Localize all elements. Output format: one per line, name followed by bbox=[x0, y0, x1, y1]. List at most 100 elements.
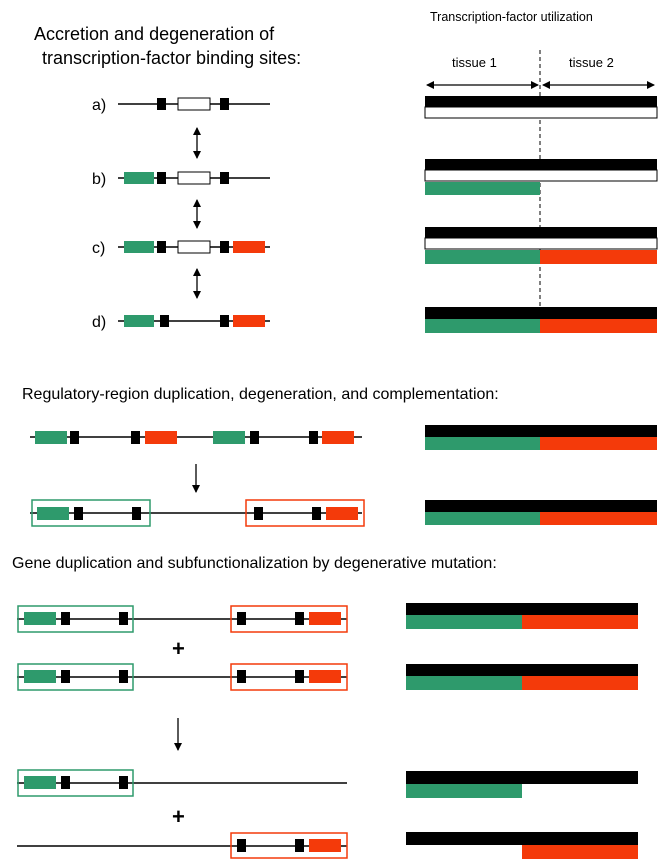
red-site bbox=[145, 431, 177, 444]
green-site bbox=[124, 315, 154, 327]
row-a: a) bbox=[92, 96, 658, 119]
section1-title-line2: transcription-factor binding sites: bbox=[42, 48, 301, 68]
row-b-label: b) bbox=[92, 171, 106, 188]
utilization-bar-black bbox=[406, 832, 638, 845]
tissue-header: tissue 1 tissue 2 bbox=[426, 50, 655, 318]
red-box bbox=[230, 605, 348, 633]
green-site bbox=[35, 431, 67, 444]
binding-site bbox=[220, 172, 229, 184]
section-accretion: Accretion and degeneration of transcript… bbox=[34, 10, 658, 333]
utilization-bar-green bbox=[406, 784, 522, 798]
red-site bbox=[322, 431, 354, 444]
green-site bbox=[213, 431, 245, 444]
binding-site bbox=[295, 670, 304, 683]
green-site bbox=[24, 612, 56, 625]
red-site bbox=[309, 612, 341, 625]
utilization-bar-green bbox=[406, 615, 522, 629]
plus-sign: + bbox=[172, 636, 185, 661]
section-gene-duplication: Gene duplication and subfunctionalizatio… bbox=[12, 555, 638, 859]
binding-site bbox=[61, 670, 70, 683]
binding-site bbox=[160, 315, 169, 327]
tissue2-label: tissue 2 bbox=[569, 55, 614, 70]
red-site bbox=[309, 839, 341, 852]
gene-copy-1 bbox=[17, 605, 348, 633]
binding-site bbox=[157, 98, 166, 110]
red-box bbox=[245, 499, 365, 527]
degenerate-site bbox=[177, 97, 211, 111]
section1-title-line1: Accretion and degeneration of bbox=[34, 24, 275, 44]
row-b: b) bbox=[92, 159, 658, 195]
binding-site bbox=[254, 507, 263, 520]
utilization-bar-black bbox=[406, 603, 638, 615]
row-c-label: c) bbox=[92, 240, 105, 257]
utilization-title: Transcription-factor utilization bbox=[430, 10, 593, 24]
binding-site bbox=[131, 431, 140, 444]
binding-site bbox=[237, 670, 246, 683]
section3-title: Gene duplication and subfunctionalizatio… bbox=[12, 555, 497, 572]
binding-site bbox=[157, 241, 166, 253]
binding-site bbox=[220, 98, 229, 110]
binding-site bbox=[250, 431, 259, 444]
row-a-label: a) bbox=[92, 97, 106, 114]
binding-site bbox=[119, 776, 128, 789]
degenerate-site bbox=[177, 171, 211, 185]
regulatory-region-complemented bbox=[30, 499, 365, 527]
red-box bbox=[230, 832, 348, 859]
utilization-bar-green bbox=[425, 319, 540, 333]
plus-sign: + bbox=[172, 804, 185, 829]
binding-site bbox=[220, 315, 229, 327]
utilization-bar-red bbox=[540, 437, 657, 450]
utilization-bar-red bbox=[522, 845, 638, 859]
row-d-label: d) bbox=[92, 314, 106, 331]
green-box bbox=[17, 605, 134, 633]
binding-site bbox=[119, 670, 128, 683]
binding-site bbox=[132, 507, 141, 520]
green-site bbox=[24, 776, 56, 789]
red-site bbox=[233, 241, 265, 253]
binding-site bbox=[220, 241, 229, 253]
utilization-bar-red bbox=[540, 512, 657, 525]
binding-site bbox=[237, 612, 246, 625]
red-site bbox=[326, 507, 358, 520]
utilization-bar-black bbox=[425, 425, 657, 437]
utilization-bar-green bbox=[425, 512, 540, 525]
gene-copy-2 bbox=[17, 663, 348, 691]
utilization-bar-empty bbox=[424, 169, 658, 182]
green-site bbox=[37, 507, 69, 520]
binding-site bbox=[312, 507, 321, 520]
utilization-bar-red bbox=[540, 319, 657, 333]
utilization-bar-green bbox=[406, 676, 522, 690]
utilization-bar-black bbox=[406, 664, 638, 676]
tissue1-label: tissue 1 bbox=[452, 55, 497, 70]
subfunctionalized-copy-1 bbox=[17, 769, 347, 797]
degenerate-site bbox=[177, 240, 211, 254]
utilization-bar-red bbox=[522, 615, 638, 629]
utilization-bar-green bbox=[425, 250, 540, 264]
utilization-bar-green bbox=[425, 182, 540, 195]
binding-site bbox=[295, 839, 304, 852]
green-site bbox=[124, 172, 154, 184]
binding-site bbox=[237, 839, 246, 852]
utilization-bar-black bbox=[425, 96, 657, 107]
binding-site bbox=[119, 612, 128, 625]
binding-site bbox=[74, 507, 83, 520]
utilization-bar-black bbox=[425, 307, 657, 319]
utilization-bar-black bbox=[425, 159, 657, 170]
binding-site bbox=[61, 776, 70, 789]
subfunctionalized-copy-2 bbox=[17, 832, 348, 859]
row-d: d) bbox=[92, 307, 657, 333]
section-duplication-complementation: Regulatory-region duplication, degenerat… bbox=[22, 386, 657, 527]
utilization-bar-black bbox=[406, 771, 638, 784]
green-box bbox=[17, 663, 134, 691]
utilization-bar-red bbox=[522, 676, 638, 690]
utilization-bar-red bbox=[540, 250, 657, 264]
green-box bbox=[31, 499, 151, 527]
section2-title: Regulatory-region duplication, degenerat… bbox=[22, 386, 499, 403]
regulatory-region-original bbox=[30, 431, 362, 444]
binding-site bbox=[70, 431, 79, 444]
binding-site bbox=[61, 612, 70, 625]
red-site bbox=[233, 315, 265, 327]
utilization-bar-black bbox=[425, 227, 657, 238]
utilization-bar-empty bbox=[424, 237, 658, 250]
